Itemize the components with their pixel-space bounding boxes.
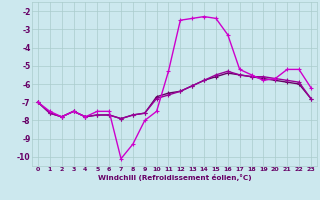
X-axis label: Windchill (Refroidissement éolien,°C): Windchill (Refroidissement éolien,°C) (98, 174, 251, 181)
